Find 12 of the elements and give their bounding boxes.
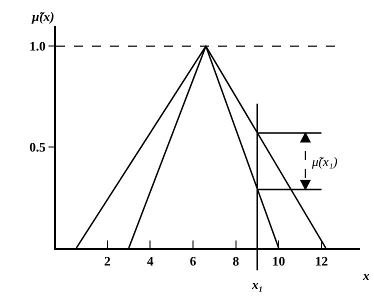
- x-tick-label: 8: [232, 253, 240, 268]
- x-tick-label: 6: [190, 253, 197, 268]
- x-tick-label: 10: [272, 253, 286, 268]
- y-tick-label: 0.5: [29, 140, 46, 155]
- x-tick-label: 2: [104, 253, 111, 268]
- y-tick-label: 1.0: [29, 38, 46, 54]
- x-tick-label: 4: [146, 253, 154, 268]
- y-axis-title: μ̃(x): [31, 9, 54, 24]
- x-axis-title: x: [362, 268, 370, 283]
- ref-line-label: x₁: [251, 277, 264, 292]
- x-tick-label: 12: [314, 253, 328, 268]
- annotation: μ̃(x₁): [311, 154, 338, 169]
